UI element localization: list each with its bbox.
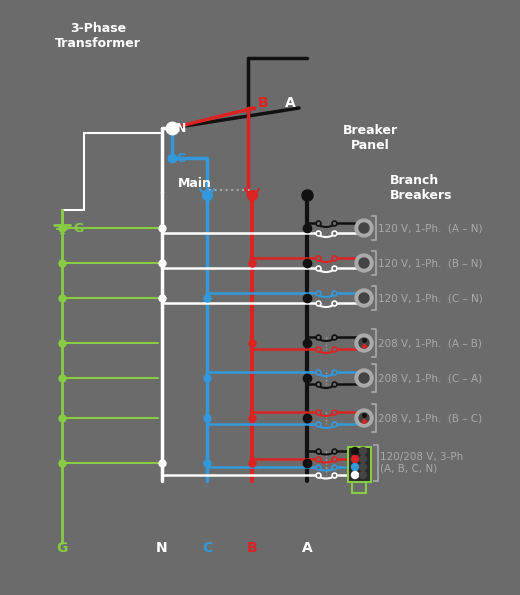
Text: G: G <box>56 541 68 555</box>
Text: 120/208 V, 3-Ph
(A, B, C, N): 120/208 V, 3-Ph (A, B, C, N) <box>380 452 463 474</box>
Circle shape <box>359 373 369 383</box>
Circle shape <box>355 334 373 352</box>
Circle shape <box>355 289 373 307</box>
Circle shape <box>355 409 373 427</box>
Circle shape <box>355 219 373 237</box>
Text: G: G <box>73 221 83 234</box>
Text: Breaker
Panel: Breaker Panel <box>343 124 398 152</box>
Circle shape <box>359 338 369 348</box>
Text: N: N <box>156 541 168 555</box>
Circle shape <box>359 447 367 455</box>
Circle shape <box>355 369 373 387</box>
Circle shape <box>352 471 358 478</box>
Circle shape <box>355 254 373 272</box>
Circle shape <box>359 413 369 423</box>
Circle shape <box>359 456 367 462</box>
Text: Branch
Breakers: Branch Breakers <box>390 174 452 202</box>
Circle shape <box>352 464 358 471</box>
Circle shape <box>359 258 369 268</box>
Text: 120 V, 1-Ph.  (B – N): 120 V, 1-Ph. (B – N) <box>378 258 483 268</box>
Text: A: A <box>302 541 313 555</box>
Circle shape <box>359 464 367 471</box>
Text: 120 V, 1-Ph.  (C – N): 120 V, 1-Ph. (C – N) <box>378 293 483 303</box>
Text: 208 V, 1-Ph.  (B – C): 208 V, 1-Ph. (B – C) <box>378 413 482 423</box>
Text: 208 V, 1-Ph.  (A – B): 208 V, 1-Ph. (A – B) <box>378 338 482 348</box>
Circle shape <box>359 223 369 233</box>
Text: A: A <box>285 96 296 110</box>
Circle shape <box>352 456 358 462</box>
Text: B: B <box>258 96 269 110</box>
Text: C: C <box>176 152 185 164</box>
FancyBboxPatch shape <box>347 446 370 481</box>
Text: Transformer: Transformer <box>55 36 141 49</box>
Text: B: B <box>246 541 257 555</box>
Text: N: N <box>176 121 186 134</box>
Circle shape <box>352 447 358 455</box>
Text: 208 V, 1-Ph.  (C – A): 208 V, 1-Ph. (C – A) <box>378 373 482 383</box>
Text: 120 V, 1-Ph.  (A – N): 120 V, 1-Ph. (A – N) <box>378 223 483 233</box>
Text: 3-Phase: 3-Phase <box>70 21 126 35</box>
Text: Main: Main <box>178 177 212 189</box>
Circle shape <box>359 293 369 303</box>
Text: C: C <box>202 541 212 555</box>
Circle shape <box>359 471 367 478</box>
